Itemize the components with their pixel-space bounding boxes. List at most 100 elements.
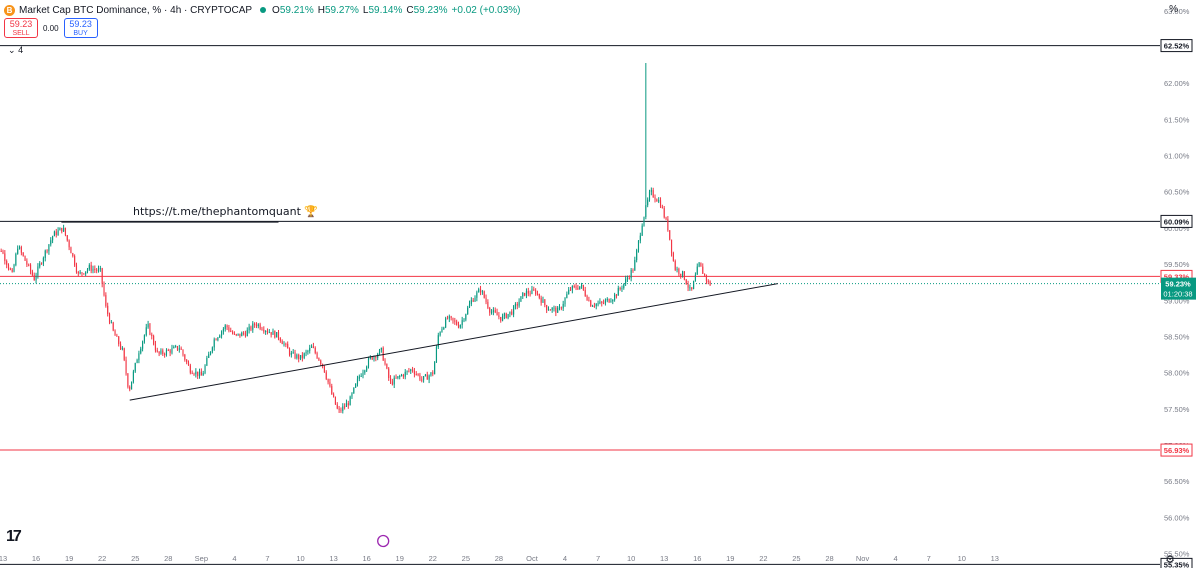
candle-body: [709, 281, 711, 285]
candle-body: [705, 275, 708, 281]
candle-body: [626, 278, 629, 280]
candle-body: [336, 404, 338, 409]
candle-body: [566, 294, 568, 298]
candle-body: [580, 285, 583, 287]
candle-body: [558, 307, 561, 309]
candle-body: [239, 333, 241, 337]
candle-body: [533, 289, 535, 291]
candle-body: [17, 248, 19, 254]
candle-body: [569, 289, 572, 291]
time-scale[interactable]: 13 16 19 22 25 28 Sep 4 7 10 13 16 19 22 25 28 Oct 4 7 10 13…: [0, 554, 999, 563]
candle-body: [257, 324, 259, 327]
bar-countdown: 01:20:38: [1163, 290, 1192, 299]
candle-body: [410, 369, 412, 371]
candle-body: [426, 374, 428, 380]
candle-body: [20, 247, 22, 253]
candle-body: [680, 273, 682, 276]
candle-body: [178, 348, 180, 350]
trade-panel: 59.23 SELL 0.00 59.23 BUY: [4, 18, 98, 38]
candle-body: [265, 330, 267, 332]
candle-body: [220, 331, 223, 336]
candle-body: [35, 275, 37, 281]
candle-body: [560, 307, 562, 309]
candle-body: [233, 333, 235, 335]
candle-body: [274, 330, 276, 338]
candle-body: [641, 225, 643, 236]
candle-body: [636, 250, 638, 261]
candle-body: [503, 313, 505, 316]
candle-body: [167, 350, 169, 352]
scale-unit-button[interactable]: %: [1169, 4, 1178, 15]
candle-body: [617, 288, 619, 296]
candle-body: [658, 200, 660, 202]
candle-body: [634, 260, 636, 271]
time-tick-label: 10: [296, 554, 304, 563]
candle-body: [79, 272, 81, 274]
candle-body: [37, 266, 39, 276]
candle-body: [31, 271, 33, 276]
candle-body: [408, 370, 410, 372]
gear-icon[interactable]: ⚙: [1165, 554, 1175, 566]
sell-button[interactable]: 59.23 SELL: [4, 18, 38, 38]
current-price-box: [1161, 277, 1196, 300]
candle-body: [116, 335, 118, 337]
candle-body: [112, 322, 114, 331]
candle-body: [540, 297, 542, 303]
candle-body: [276, 332, 278, 338]
candle-body: [208, 354, 210, 358]
candle-body: [41, 263, 43, 265]
candle-body: [246, 330, 248, 337]
time-tick-label: 4: [563, 554, 567, 563]
candle-body: [446, 318, 449, 320]
candle-body: [369, 356, 371, 359]
buy-price: 59.23: [69, 19, 92, 29]
indicators-toggle[interactable]: ⌄ 4: [8, 45, 23, 56]
candle-body: [250, 326, 252, 330]
tradingview-logo-icon[interactable]: 17: [6, 528, 22, 545]
candle-body: [235, 334, 237, 336]
candle-body: [478, 289, 480, 293]
candle-body: [29, 264, 32, 272]
candle-body: [628, 278, 630, 280]
candle-body: [255, 325, 258, 327]
candle-body: [331, 386, 333, 395]
candle-body: [318, 358, 320, 361]
candle-body: [393, 377, 395, 385]
time-tick-label: 25: [792, 554, 800, 563]
candle-body: [535, 290, 537, 294]
candle-body: [625, 279, 627, 284]
time-tick-label: 19: [65, 554, 73, 563]
candle-body: [305, 351, 307, 354]
candle-body: [147, 323, 149, 328]
candle-body: [13, 265, 15, 272]
candle-body: [443, 327, 445, 329]
candle-body: [402, 374, 404, 377]
candle-body: [648, 191, 651, 200]
candle-body: [200, 371, 202, 376]
candle-body: [125, 359, 127, 374]
ohlc-high-value: 59.27%: [324, 4, 359, 16]
candle-body: [663, 208, 665, 218]
candle-body: [505, 313, 507, 319]
candle-body: [525, 291, 528, 296]
symbol-header[interactable]: B Market Cap BTC Dominance, % · 4h · CRY…: [4, 2, 524, 18]
time-tick-label: 19: [726, 554, 734, 563]
candle-body: [351, 393, 353, 397]
candle-body: [588, 300, 590, 302]
candle-body: [683, 271, 685, 280]
candle-body: [674, 260, 676, 270]
candle-body: [474, 297, 476, 302]
candle-body: [288, 348, 291, 355]
candle-body: [637, 240, 640, 251]
candle-body: [522, 292, 524, 297]
candle-body: [182, 349, 184, 355]
candle-body: [564, 297, 566, 304]
candle-body: [696, 266, 698, 275]
symbol-title[interactable]: Market Cap BTC Dominance, % · 4h · CRYPT…: [19, 4, 253, 16]
buy-button[interactable]: 59.23 BUY: [63, 18, 98, 38]
price-tick-label: 61.50%: [1164, 115, 1190, 124]
candle-body: [309, 347, 311, 351]
candle-body: [516, 304, 518, 306]
candle-body: [595, 303, 597, 306]
